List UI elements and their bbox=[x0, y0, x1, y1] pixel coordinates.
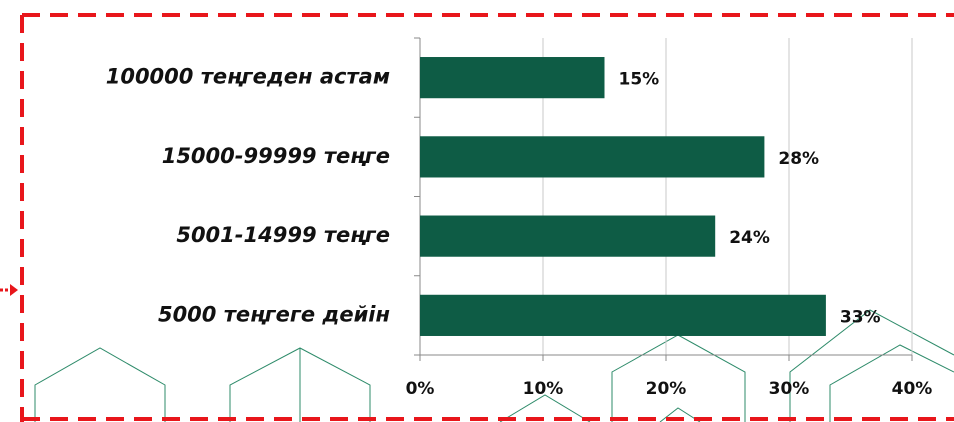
y-tick-label: 5000 теңгеге дейін bbox=[158, 302, 390, 326]
y-tick-label: 100000 теңгеден астам bbox=[106, 65, 390, 89]
bar bbox=[420, 136, 764, 177]
x-tick-label: 20% bbox=[646, 379, 687, 399]
bar bbox=[420, 295, 826, 336]
x-tick-label: 10% bbox=[523, 379, 564, 399]
value-label: 24% bbox=[729, 228, 770, 248]
bar bbox=[420, 216, 715, 257]
x-tick-label: 30% bbox=[769, 379, 810, 399]
y-tick-label: 5001-14999 теңге bbox=[176, 223, 390, 247]
arrow bbox=[0, 284, 18, 296]
y-tick-label: 15000-99999 теңге bbox=[162, 144, 390, 168]
value-label: 33% bbox=[840, 307, 881, 327]
bar bbox=[420, 57, 605, 98]
value-label: 15% bbox=[619, 70, 660, 90]
x-tick-label: 0% bbox=[406, 379, 435, 399]
x-tick-label: 40% bbox=[892, 379, 933, 399]
value-label: 28% bbox=[778, 149, 819, 169]
chart: 0% 10% 20% 30% 40% 100000 теңгеден астам 15% 15… bbox=[0, 0, 954, 422]
